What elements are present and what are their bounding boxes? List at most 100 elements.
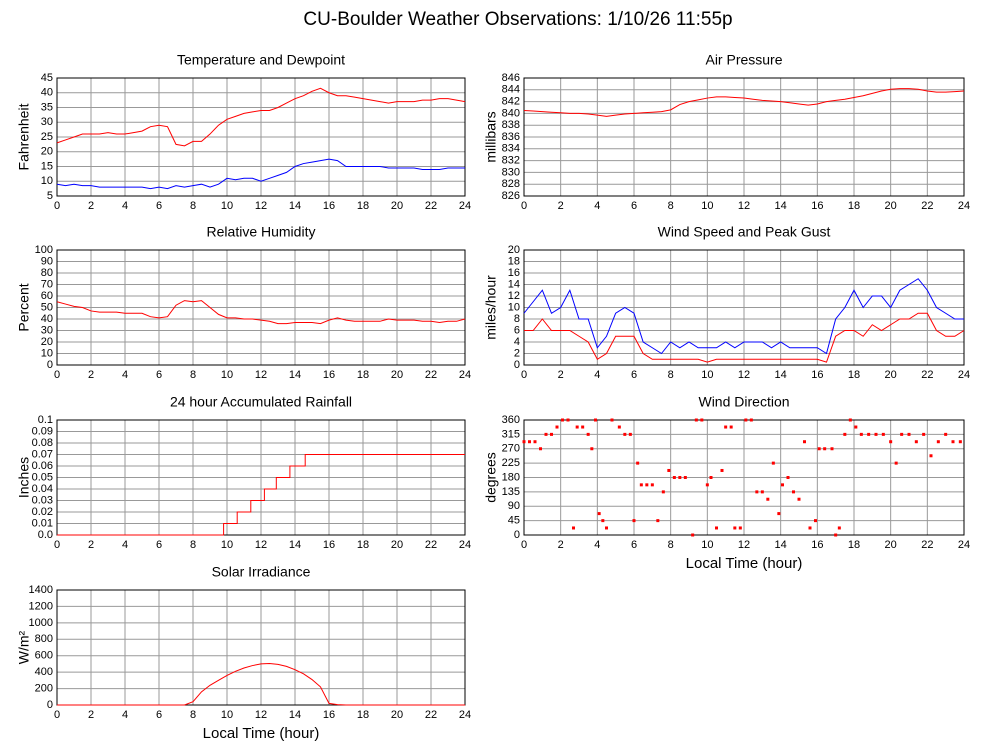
x-tick-label: 8 <box>190 709 196 721</box>
y-tick-label: 70 <box>41 278 53 290</box>
series-line <box>523 278 964 355</box>
x-axis-label: Local Time (hour) <box>686 555 803 572</box>
point <box>683 476 687 479</box>
point <box>528 440 531 444</box>
x-tick-label: 22 <box>425 369 437 381</box>
y-tick-label: 45 <box>41 72 53 84</box>
y-tick-label: 844 <box>502 84 520 96</box>
y-tick-label: 180 <box>502 471 520 483</box>
x-tick-label: 8 <box>190 369 196 381</box>
point <box>771 461 775 465</box>
y-axis-label: miles/hour <box>483 275 499 340</box>
x-tick-label: 4 <box>122 539 128 551</box>
x-tick-label: 12 <box>255 539 267 551</box>
y-axis-label: W/m² <box>16 630 32 664</box>
x-tick-label: 10 <box>221 539 233 551</box>
x-tick-label: 0 <box>54 709 60 721</box>
x-tick-label: 12 <box>255 709 267 721</box>
y-tick-label: 90 <box>41 255 53 267</box>
y-tick-label: 5 <box>47 190 53 202</box>
point <box>760 490 764 494</box>
point <box>830 447 834 451</box>
point <box>650 483 654 487</box>
point <box>808 526 812 530</box>
point <box>678 476 682 479</box>
point <box>572 526 575 530</box>
point <box>843 432 847 436</box>
point <box>777 512 781 516</box>
point <box>738 526 742 530</box>
y-tick-label: 40 <box>41 313 53 325</box>
point <box>814 519 817 523</box>
x-tick-label: 24 <box>958 200 970 212</box>
x-tick-label: 10 <box>701 200 713 212</box>
point <box>672 476 676 479</box>
x-tick-label: 22 <box>921 200 933 212</box>
x-tick-label: 18 <box>848 200 860 212</box>
y-tick-label: 836 <box>502 131 520 143</box>
x-tick-label: 10 <box>701 539 713 551</box>
x-tick-label: 2 <box>88 539 94 551</box>
point <box>533 440 537 444</box>
y-tick-label: 8 <box>514 313 520 325</box>
y-tick-label: 0.09 <box>32 425 53 437</box>
x-tick-label: 0 <box>521 369 527 381</box>
point <box>636 461 640 465</box>
x-tick-label: 24 <box>958 369 970 381</box>
x-tick-label: 8 <box>190 539 196 551</box>
series-line <box>56 87 466 147</box>
point <box>581 425 585 429</box>
point <box>951 440 955 444</box>
x-tick-label: 8 <box>668 200 674 212</box>
y-tick-label: 200 <box>35 682 53 694</box>
y-tick-label: 0.07 <box>32 448 53 460</box>
point <box>667 468 671 472</box>
x-tick-label: 18 <box>848 539 860 551</box>
chart-title: Wind Speed and Peak Gust <box>658 224 831 240</box>
y-tick-label: 400 <box>35 666 53 678</box>
x-tick-label: 14 <box>775 539 787 551</box>
chart-title: Solar Irradiance <box>212 564 311 580</box>
y-tick-label: 0.06 <box>32 460 53 472</box>
point <box>803 440 806 444</box>
y-axis-label: Inches <box>16 457 32 498</box>
series-line <box>523 88 965 117</box>
x-tick-label: 2 <box>88 200 94 212</box>
point <box>792 490 795 494</box>
point <box>914 440 918 444</box>
point <box>729 425 733 429</box>
x-tick-label: 12 <box>255 369 267 381</box>
point <box>555 425 559 429</box>
point <box>661 490 665 494</box>
point <box>628 432 632 436</box>
point <box>700 418 704 422</box>
y-tick-label: 10 <box>41 175 53 187</box>
y-tick-label: 18 <box>508 255 520 267</box>
series-line <box>57 663 465 706</box>
x-tick-label: 6 <box>156 539 162 551</box>
x-tick-label: 8 <box>190 200 196 212</box>
x-tick-label: 12 <box>255 200 267 212</box>
x-tick-label: 22 <box>425 709 437 721</box>
x-tick-label: 2 <box>558 369 564 381</box>
point <box>617 425 621 429</box>
chart-title: 24 hour Accumulated Rainfall <box>170 394 352 410</box>
y-tick-label: 1200 <box>29 600 53 612</box>
point <box>837 526 841 530</box>
point <box>797 497 801 501</box>
point <box>786 476 790 479</box>
x-tick-label: 10 <box>221 369 233 381</box>
y-tick-label: 80 <box>41 267 53 279</box>
x-tick-label: 24 <box>958 539 970 551</box>
y-tick-label: 20 <box>508 244 520 256</box>
y-tick-label: 270 <box>502 443 520 455</box>
y-tick-label: 45 <box>508 515 520 527</box>
y-tick-label: 0 <box>47 699 53 711</box>
x-tick-label: 24 <box>459 539 471 551</box>
y-tick-label: 842 <box>502 96 520 108</box>
x-tick-label: 14 <box>289 369 301 381</box>
x-tick-label: 14 <box>775 369 787 381</box>
y-tick-label: 20 <box>41 146 53 158</box>
chart-title: Air Pressure <box>705 52 782 68</box>
x-tick-label: 18 <box>357 369 369 381</box>
